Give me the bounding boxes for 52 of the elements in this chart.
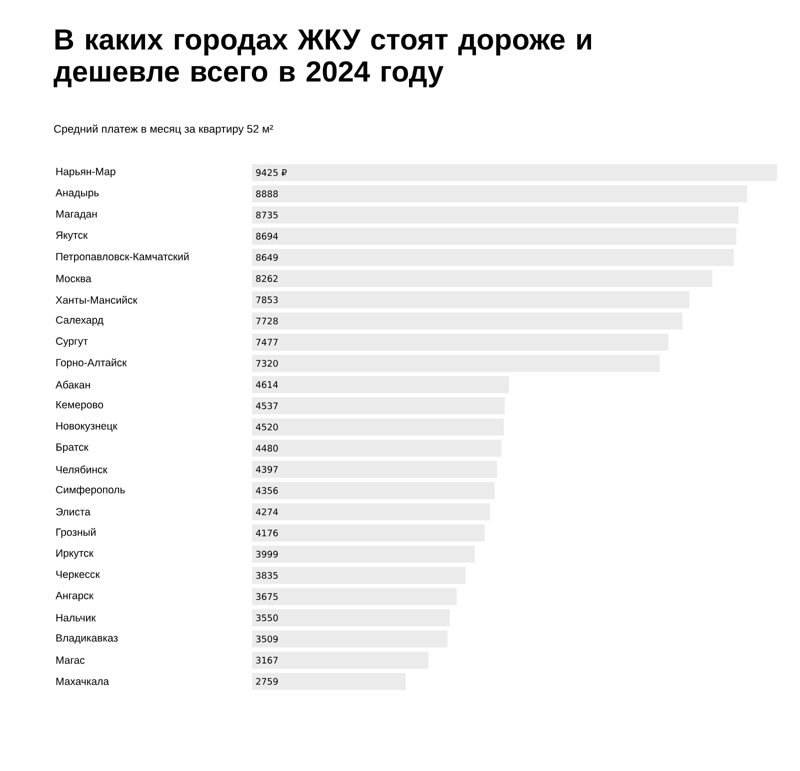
data-label: 3835 (256, 572, 278, 579)
y-tick-label: Кемерово (56, 401, 104, 410)
data-label: 2759 (256, 678, 278, 685)
data-label: 4520 (256, 424, 278, 430)
data-label: 8262 (256, 275, 278, 282)
data-label: 3999 (256, 550, 278, 558)
y-tick-label: Нальчик (56, 614, 96, 622)
data-label: 7320 (256, 360, 278, 367)
y-tick-label: Якутск (56, 231, 88, 241)
data-label: 9425 ₽ (256, 169, 287, 176)
y-tick-label: Челябинск (56, 465, 108, 474)
data-label: 8735 (256, 212, 278, 218)
data-label: 4176 (256, 530, 278, 536)
y-tick-label: Махачкала (56, 678, 110, 686)
chart-title: В каких городах ЖКУ стоят дороже и дешевле всего в 2024 году (54, 30, 592, 88)
data-label: 3550 (256, 614, 278, 622)
y-tick-label: Нарьян-Мар (56, 168, 116, 178)
y-tick-label: Салехард (56, 316, 104, 326)
data-label: 7853 (256, 296, 278, 304)
y-tick-label: Ангарск (56, 592, 94, 602)
y-tick-label: Анадырь (56, 189, 99, 198)
y-tick-label: Грозный (56, 528, 96, 538)
data-label: 7728 (256, 318, 278, 324)
data-label: 4397 (256, 466, 278, 473)
y-tick-label: Петропавловск-Камчатский (56, 252, 189, 262)
data-label: 4274 (256, 508, 278, 516)
data-label: 4480 (256, 444, 278, 452)
y-tick-label: Горно-Алтайск (56, 358, 127, 368)
y-tick-label: Братск (56, 443, 88, 453)
y-tick-label: Новокузнецк (56, 422, 118, 432)
data-label: 8694 (256, 232, 278, 240)
y-tick-label: Иркутск (56, 549, 94, 559)
data-label: 4614 (256, 381, 278, 388)
y-tick-label: Магас (56, 656, 85, 664)
y-tick-label: Симферополь (56, 486, 125, 496)
data-label: 3509 (256, 636, 278, 642)
data-label: 7477 (256, 338, 278, 346)
y-tick-label: Москва (56, 274, 92, 282)
y-tick-label: Абакан (56, 380, 90, 388)
data-label: 4537 (256, 402, 278, 410)
data-label: 8649 (256, 254, 278, 261)
y-tick-label: Черкесск (56, 570, 100, 580)
y-tick-label: Магадан (56, 210, 97, 220)
data-label: 3167 (256, 656, 278, 664)
y-tick-label: Элиста (56, 508, 91, 516)
text: Средний платеж в месяц за квартиру 52 м² (54, 124, 274, 135)
y-tick-label: Владикавказ (56, 634, 118, 644)
data-label: 8888 (256, 190, 278, 198)
y-tick-label: Сургут (56, 337, 88, 347)
data-label: 3675 (256, 593, 278, 600)
y-tick-label: Ханты-Мансийск (56, 296, 138, 304)
data-label: 4356 (256, 487, 278, 494)
